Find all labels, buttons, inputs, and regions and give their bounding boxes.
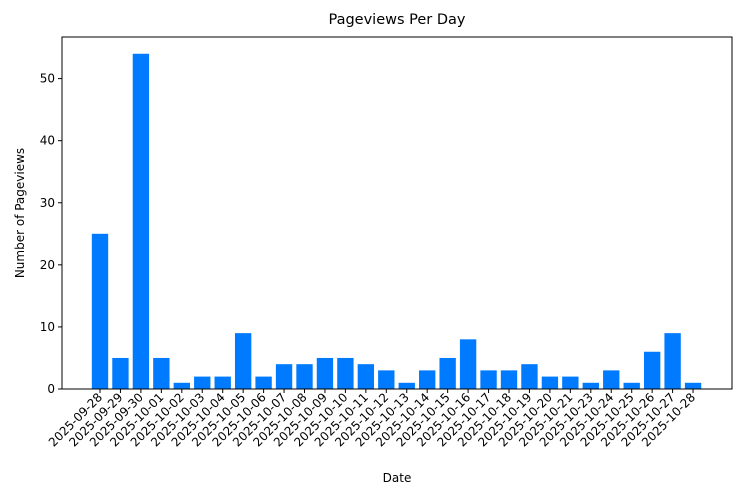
bar [623, 382, 640, 389]
y-tick-label: 30 [40, 196, 55, 210]
x-axis-label: Date [383, 471, 412, 485]
bar [214, 376, 231, 389]
y-tick-label: 50 [40, 72, 55, 86]
bar [275, 364, 293, 389]
bar [541, 376, 559, 389]
bar [582, 382, 599, 389]
y-tick-label: 10 [40, 320, 55, 334]
bar [194, 376, 211, 389]
bar [316, 357, 334, 389]
y-tick-label: 20 [40, 258, 55, 272]
bar [459, 339, 477, 389]
bar [500, 370, 518, 389]
bar [337, 357, 354, 389]
bar [378, 370, 395, 389]
bar [562, 376, 579, 389]
y-axis-label: Number of Pageviews [13, 148, 27, 278]
bar [255, 376, 272, 389]
bar [419, 370, 436, 389]
bar [439, 357, 456, 389]
bar [521, 364, 538, 389]
y-tick-label: 0 [47, 382, 55, 396]
y-tick-label: 40 [40, 134, 55, 148]
bar [664, 333, 681, 389]
bar [153, 357, 170, 389]
bar [234, 333, 252, 389]
bar [91, 233, 109, 389]
bar [173, 382, 190, 389]
bar [603, 370, 620, 389]
bar [112, 357, 129, 389]
bar [643, 351, 661, 389]
bar [398, 382, 415, 389]
bar [480, 370, 497, 389]
plot-frame [61, 36, 733, 390]
bar [357, 364, 375, 389]
bar [132, 53, 150, 390]
bar [296, 364, 313, 389]
bar [684, 382, 702, 389]
chart-title: Pageviews Per Day [328, 12, 465, 28]
